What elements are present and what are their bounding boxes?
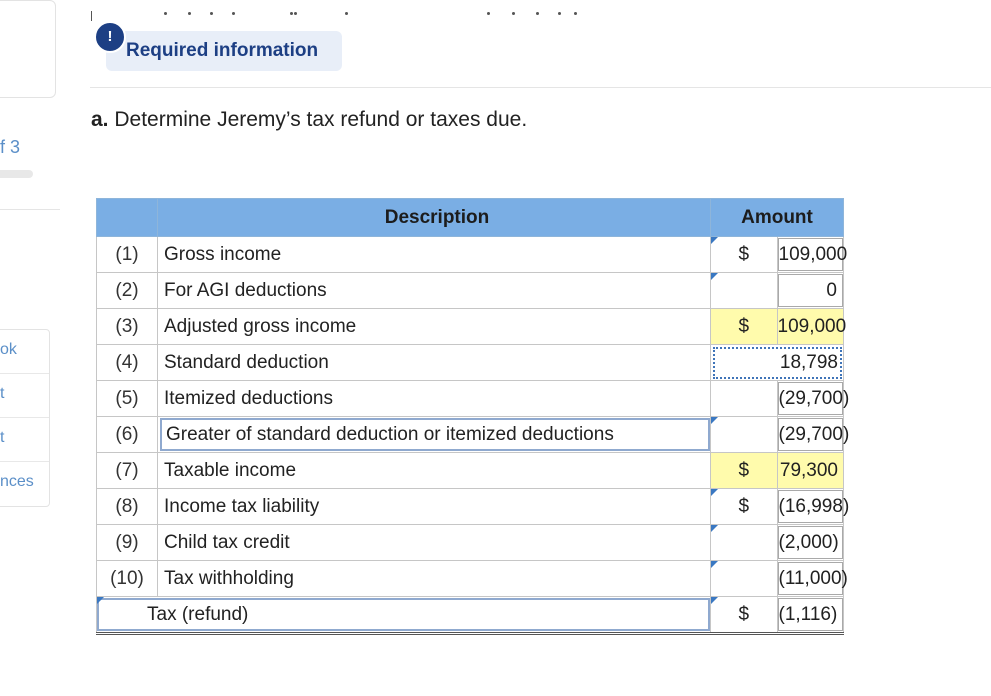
header-amount: Amount	[710, 198, 844, 237]
flag-icon	[711, 417, 718, 424]
total-amount-input[interactable]: (1,116)	[776, 596, 844, 635]
dollar-sign	[710, 272, 778, 309]
table-header-row: Description Amount	[96, 198, 844, 237]
top-rule	[91, 11, 92, 21]
table-row: (9) Child tax credit (2,000)	[96, 524, 844, 561]
amount-input[interactable]: 18,798	[710, 344, 844, 381]
question-prompt: a. Determine Jeremy’s tax refund or taxe…	[91, 108, 527, 132]
row-description: Standard deduction	[157, 344, 711, 381]
amount-input[interactable]: (29,700)	[776, 416, 849, 453]
amount-input[interactable]: (2,000)	[776, 524, 844, 561]
table-row: (3) Adjusted gross income $ 109,000	[96, 308, 846, 345]
left-nav: ok t t nces	[0, 329, 50, 507]
dollar-sign	[710, 416, 778, 453]
flag-icon	[711, 597, 718, 604]
table-row: (5) Itemized deductions (29,700)	[96, 380, 849, 417]
total-description-dropdown[interactable]: Tax (refund)	[96, 596, 711, 635]
table-row: (7) Taxable income $ 79,300	[96, 452, 844, 489]
table-row: (6) Greater of standard deduction or ite…	[96, 416, 849, 453]
flag-icon	[711, 237, 718, 244]
row-number: (2)	[96, 272, 158, 309]
amount-input[interactable]: 0	[776, 272, 844, 309]
amount-computed: 109,000	[776, 308, 846, 345]
dollar-sign: $	[710, 488, 778, 525]
left-nav-item-1[interactable]: ok	[0, 330, 49, 374]
flag-icon	[97, 597, 104, 604]
table-row: (8) Income tax liability $ (16,998)	[96, 488, 849, 525]
header-num	[96, 198, 158, 237]
row-description: Child tax credit	[157, 524, 711, 561]
row-number: (6)	[96, 416, 158, 453]
question-text: Determine Jeremy’s tax refund or taxes d…	[114, 108, 528, 131]
row-number: (10)	[96, 560, 158, 597]
left-panel-card	[0, 0, 56, 98]
flag-icon	[711, 525, 718, 532]
tax-table: Description Amount (1) Gross income $ 10…	[96, 198, 849, 635]
amount-input[interactable]: (16,998)	[776, 488, 849, 525]
required-info-title: Required information	[126, 40, 319, 61]
flag-icon	[711, 273, 718, 280]
row-description: Taxable income	[157, 452, 711, 489]
row-description: Income tax liability	[157, 488, 711, 525]
dollar-sign: $	[710, 236, 778, 273]
alert-icon: !	[94, 21, 126, 53]
row-number: (4)	[96, 344, 158, 381]
row-description: Adjusted gross income	[157, 308, 711, 345]
dollar-sign: $	[710, 452, 778, 489]
table-row: (4) Standard deduction 18,798	[96, 344, 844, 381]
row-description-dropdown[interactable]: Greater of standard deduction or itemize…	[157, 416, 711, 453]
amount-input[interactable]: (29,700)	[776, 380, 849, 417]
dollar-sign: $	[710, 596, 778, 635]
row-description: For AGI deductions	[157, 272, 711, 309]
row-number: (5)	[96, 380, 158, 417]
left-nav-item-2[interactable]: t	[0, 374, 49, 418]
amount-computed: 79,300	[776, 452, 844, 489]
amount-input[interactable]: (11,000)	[776, 560, 848, 597]
row-number: (7)	[96, 452, 158, 489]
amount-input[interactable]: 109,000	[776, 236, 847, 273]
left-divider	[0, 209, 60, 210]
progress-bar	[0, 170, 33, 178]
total-row: Tax (refund) $ (1,116)	[96, 596, 844, 635]
row-description: Gross income	[157, 236, 711, 273]
header-divider	[90, 87, 991, 88]
flag-icon	[711, 561, 718, 568]
row-number: (9)	[96, 524, 158, 561]
dollar-sign	[710, 380, 778, 417]
dollar-sign: $	[710, 308, 778, 345]
dollar-sign	[710, 524, 778, 561]
row-number: (3)	[96, 308, 158, 345]
table-row: (1) Gross income $ 109,000	[96, 236, 847, 273]
question-label: a.	[91, 108, 109, 131]
row-description: Itemized deductions	[157, 380, 711, 417]
cropped-header-text	[160, 6, 590, 18]
flag-icon	[711, 489, 718, 496]
progress-text: f 3	[0, 137, 21, 157]
table-row: (2) For AGI deductions 0	[96, 272, 844, 309]
row-number: (1)	[96, 236, 158, 273]
table-row: (10) Tax withholding (11,000)	[96, 560, 848, 597]
left-nav-item-4[interactable]: nces	[0, 473, 34, 490]
row-description: Tax withholding	[157, 560, 711, 597]
header-description: Description	[157, 198, 711, 237]
left-nav-item-3[interactable]: t	[0, 418, 49, 462]
dollar-sign	[710, 560, 778, 597]
row-number: (8)	[96, 488, 158, 525]
required-info-banner	[106, 31, 342, 71]
